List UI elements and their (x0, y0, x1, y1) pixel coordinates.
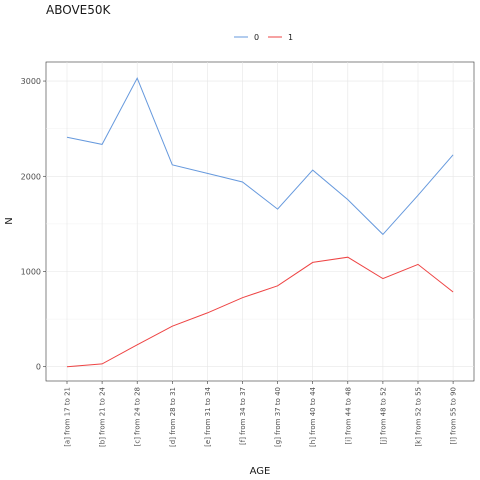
legend-label-1: 1 (288, 33, 293, 42)
x-tick-label: [h] from 40 to 44 (309, 386, 317, 446)
series-line-1 (66, 256, 454, 368)
chart-title: ABOVE50K (46, 3, 112, 17)
grid (46, 62, 474, 381)
legend-label-0: 0 (254, 33, 259, 42)
x-tick-label: [d] from 28 to 31 (169, 387, 177, 447)
series-lines (66, 77, 454, 368)
plot-panel (45, 61, 475, 382)
x-tick-label: [a] from 17 to 21 (64, 387, 72, 447)
x-tick-label: [e] from 31 to 34 (204, 386, 212, 446)
x-tick-label: [b] from 21 to 24 (99, 386, 107, 446)
x-tick-label: [j] from 48 to 52 (379, 387, 387, 444)
y-axis-ticks: 0 1000 2000 3000 (21, 77, 46, 372)
x-tick-label: [g] from 37 to 40 (274, 387, 282, 447)
y-axis-label: N (4, 217, 15, 224)
x-axis-ticks: [a] from 17 to 21 [b] from 21 to 24 [c] fr… (64, 381, 458, 447)
x-tick-label: [c] from 24 to 28 (134, 387, 142, 446)
y-tick-label: 0 (36, 363, 41, 372)
x-tick-label: [l] from 55 to 90 (450, 387, 458, 444)
y-tick-label: 2000 (21, 172, 41, 181)
series-line-0 (66, 77, 454, 236)
x-axis-label: AGE (250, 466, 271, 477)
x-tick-label: [k] from 52 to 55 (415, 387, 423, 447)
x-tick-label: [f] from 34 to 37 (239, 387, 247, 445)
y-tick-label: 3000 (21, 77, 41, 86)
y-tick-label: 1000 (21, 267, 41, 276)
x-tick-label: [i] from 44 to 48 (344, 387, 352, 444)
